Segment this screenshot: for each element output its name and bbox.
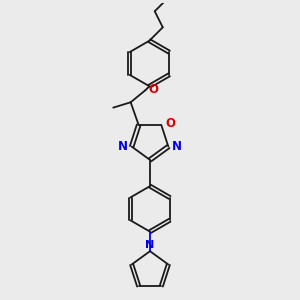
Text: N: N (118, 140, 128, 153)
Text: O: O (148, 83, 159, 96)
Text: N: N (172, 140, 182, 153)
Text: O: O (165, 117, 175, 130)
Text: N: N (146, 240, 154, 250)
